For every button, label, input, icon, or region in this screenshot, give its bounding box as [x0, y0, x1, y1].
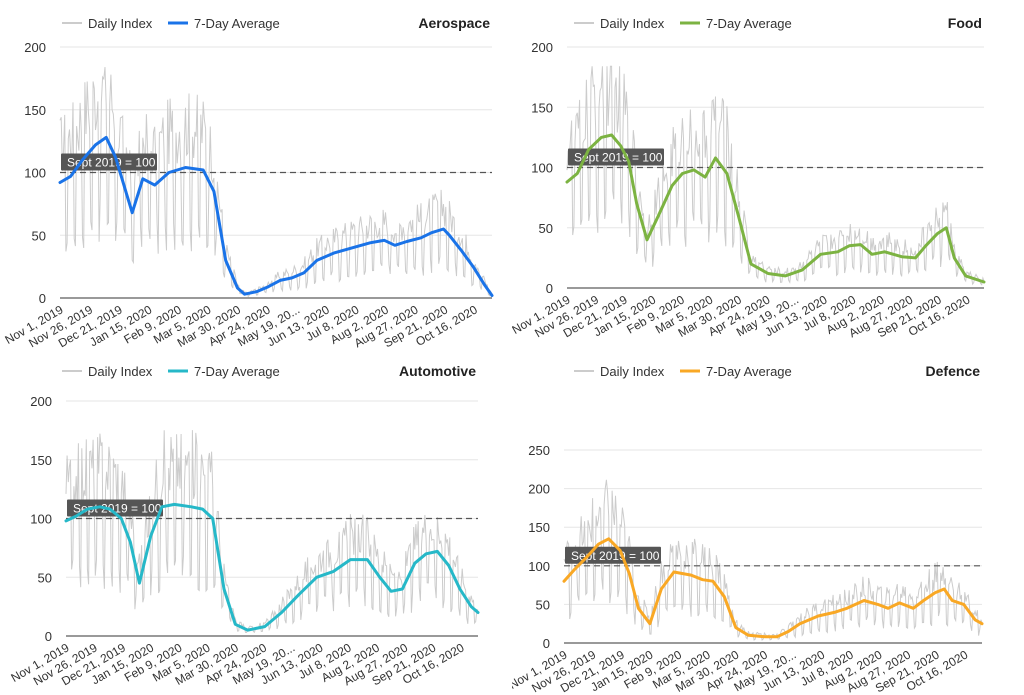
legend: Daily Index 7-Day Average	[574, 364, 792, 379]
reference-label: Sept 2019 = 100	[574, 151, 663, 165]
chart-title: Automotive	[399, 363, 476, 379]
seven-day-average-line	[58, 135, 494, 297]
daily-index-line	[563, 479, 983, 641]
legend-average-label: 7-Day Average	[194, 364, 280, 379]
seven-day-average-line	[565, 133, 986, 284]
reference-label-box	[67, 499, 163, 517]
y-tick-label: 150	[24, 103, 46, 118]
y-tick-label: 100	[531, 161, 553, 176]
y-tick-label: 50	[38, 570, 52, 585]
y-tick-label: 100	[528, 559, 550, 574]
y-tick-label: 150	[528, 520, 550, 535]
legend: Daily Index 7-Day Average	[574, 16, 792, 31]
y-tick-label: 150	[531, 100, 553, 115]
y-tick-label: 0	[39, 291, 46, 306]
chart-title: Defence	[926, 363, 981, 379]
y-tick-label: 0	[546, 281, 553, 296]
seven-day-average-line	[64, 502, 480, 632]
legend-average-label: 7-Day Average	[194, 16, 280, 31]
y-tick-label: 50	[539, 221, 553, 236]
seven-day-average-line	[562, 537, 984, 639]
reference-label-box	[568, 148, 664, 166]
y-tick-label: 50	[536, 597, 550, 612]
daily-index-line	[59, 67, 493, 298]
legend-average-label: 7-Day Average	[706, 16, 792, 31]
reference-label: Sept 2019 = 100	[571, 549, 660, 563]
legend-daily-label: Daily Index	[88, 16, 153, 31]
reference-label-box	[565, 546, 661, 564]
daily-index-line	[566, 65, 985, 286]
legend-daily-label: Daily Index	[88, 364, 153, 379]
legend: Daily Index 7-Day Average	[62, 364, 280, 379]
y-tick-label: 100	[24, 166, 46, 181]
chart-title: Aerospace	[418, 15, 490, 31]
y-tick-label: 200	[528, 482, 550, 497]
y-tick-label: 50	[32, 228, 46, 243]
y-tick-label: 0	[45, 629, 52, 644]
y-tick-label: 200	[24, 40, 46, 55]
y-tick-label: 250	[528, 443, 550, 458]
y-tick-label: 100	[30, 512, 52, 527]
legend-daily-label: Daily Index	[600, 16, 665, 31]
legend-daily-label: Daily Index	[600, 364, 665, 379]
y-tick-label: 150	[30, 453, 52, 468]
legend-average-label: 7-Day Average	[706, 364, 792, 379]
y-tick-label: 200	[30, 394, 52, 409]
reference-label: Sept 2019 = 100	[67, 156, 156, 170]
daily-index-line	[65, 430, 479, 634]
y-tick-label: 200	[531, 40, 553, 55]
reference-label: Sept 2019 = 100	[73, 502, 162, 516]
legend: Daily Index 7-Day Average	[62, 16, 280, 31]
chart-title: Food	[948, 15, 982, 31]
y-tick-label: 0	[543, 636, 550, 651]
